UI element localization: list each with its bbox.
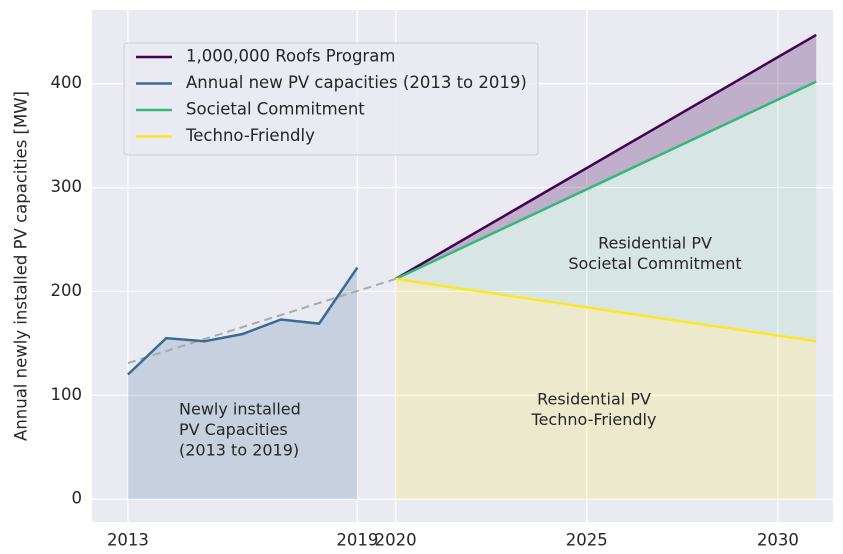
annotation: PV Capacities (179, 420, 288, 439)
legend-label: Techno-Friendly (185, 126, 315, 145)
annotation: Residential PV (598, 234, 712, 253)
series-line (395, 80, 817, 281)
annotation: (2013 to 2019) (179, 441, 299, 460)
x-tick-label: 2019 (336, 531, 378, 550)
y-axis-label: Annual newly installed PV capacities [MW… (12, 91, 31, 441)
legend-label: Societal Commitment (186, 100, 365, 119)
x-tick-label: 2020 (375, 531, 417, 550)
y-tick-label: 300 (51, 177, 83, 196)
series-line (394, 33, 817, 281)
x-tick-label: 2030 (757, 531, 799, 550)
y-tick-label: 0 (72, 489, 83, 508)
annotation: Techno-Friendly (531, 410, 657, 429)
y-tick-label: 400 (51, 73, 83, 92)
area-fill (395, 278, 817, 500)
area-fill (127, 267, 358, 500)
annotation: Newly installed (179, 400, 301, 419)
area-fill (395, 81, 817, 342)
annotation: Societal Commitment (568, 254, 741, 273)
y-tick-label: 200 (51, 281, 83, 300)
series-line (395, 277, 817, 343)
legend-box (123, 42, 539, 156)
legend: 1,000,000 Roofs Program Annual new PV cap… (123, 42, 539, 156)
x-tick-label: 2025 (566, 531, 608, 550)
x-tick-label: 2013 (107, 531, 149, 550)
lines (127, 33, 817, 376)
legend-label: Annual new PV capacities (2013 to 2019) (186, 73, 527, 92)
series-line (127, 266, 359, 376)
legend-label: 1,000,000 Roofs Program (186, 47, 395, 66)
y-tick-label: 100 (51, 385, 83, 404)
annotation: Residential PV (537, 390, 651, 409)
trend-line (127, 278, 396, 365)
